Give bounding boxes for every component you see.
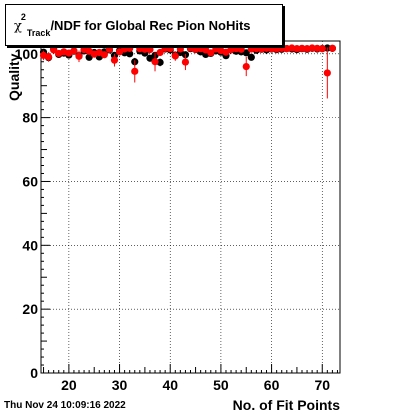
data-marks <box>39 44 336 99</box>
data-point <box>171 52 179 60</box>
x-tick-label: 40 <box>162 377 178 393</box>
x-tick-label: 50 <box>213 377 229 393</box>
data-point <box>247 53 255 61</box>
timestamp-label: Thu Nov 24 10:09:16 2022 <box>4 400 126 411</box>
x-axis-label: No. of Fit Points <box>233 397 341 413</box>
x-tick-label: 60 <box>264 377 280 393</box>
data-point <box>166 45 174 53</box>
data-point <box>50 46 58 54</box>
y-tick-label: 40 <box>22 237 38 253</box>
chi-symbol: χ <box>14 19 22 34</box>
data-point <box>126 50 134 58</box>
data-point <box>328 44 336 52</box>
data-point <box>242 62 250 71</box>
chart-title-box: χ2Track/NDF for Global Rec Pion NoHits <box>5 4 283 46</box>
data-point <box>176 45 184 53</box>
data-point <box>151 58 159 66</box>
data-point <box>156 48 164 57</box>
y-tick-label: 60 <box>22 173 38 189</box>
series-1 <box>39 44 336 99</box>
title-subscript: Track <box>26 28 51 38</box>
data-point <box>242 49 250 57</box>
data-point <box>75 52 83 60</box>
y-tick-label: 20 <box>22 301 38 317</box>
grid-lines <box>41 41 340 373</box>
data-point <box>146 46 154 54</box>
y-tick-label: 100 <box>15 46 39 62</box>
plot-frame <box>40 40 341 374</box>
data-point <box>105 45 114 53</box>
data-point <box>323 69 331 77</box>
data-point <box>131 67 139 75</box>
x-tick-label: 30 <box>112 377 128 393</box>
x-tick-label: 70 <box>314 377 330 393</box>
y-axis-label: Quality <box>6 53 22 101</box>
data-point <box>126 44 134 52</box>
data-point <box>45 53 53 61</box>
tick-labels: 20 30 40 50 60 70 0 20 40 60 80 100 <box>15 46 331 393</box>
data-point <box>100 51 108 59</box>
data-point <box>237 45 245 53</box>
data-point <box>181 58 190 66</box>
data-point <box>207 49 215 57</box>
data-point <box>318 45 326 53</box>
x-tick-label: 20 <box>61 377 77 393</box>
title-text: /NDF for Global Rec Pion NoHits <box>50 18 251 33</box>
y-tick-label: 0 <box>30 365 38 381</box>
title-superscript: 2 <box>20 12 26 22</box>
data-point <box>70 47 78 55</box>
chart-title: χ2Track/NDF for Global Rec Pion NoHits <box>14 12 251 38</box>
data-point <box>110 56 119 64</box>
y-tick-label: 80 <box>22 110 38 126</box>
